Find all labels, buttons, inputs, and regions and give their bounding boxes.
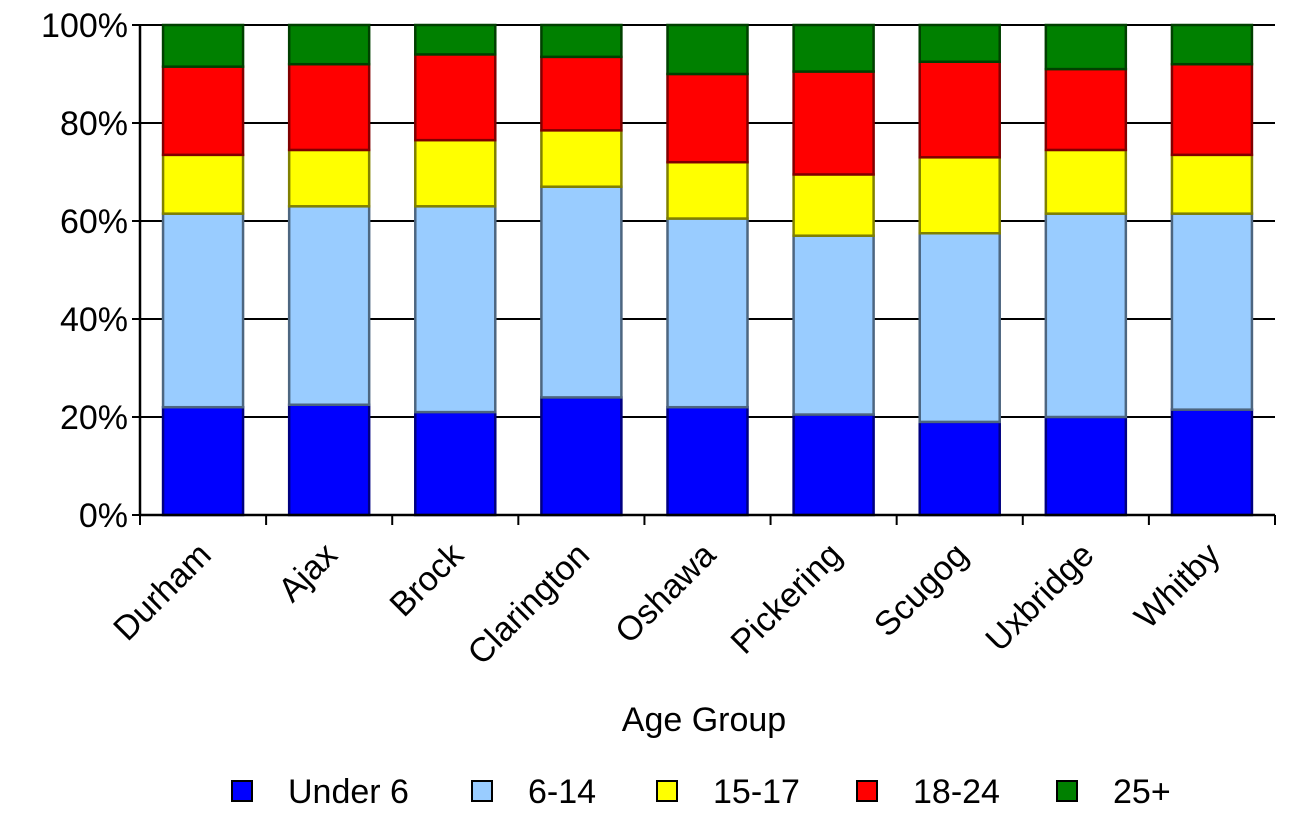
- x-category-label: Oshawa: [608, 536, 723, 651]
- bar-segment-25--oshawa: [666, 23, 749, 76]
- bar-segment-18-24-ajax: [287, 62, 371, 152]
- bar-segment-25--whitby: [1170, 23, 1254, 66]
- axes: [132, 24, 1276, 525]
- bar-segment-15-17-brock: [414, 138, 497, 208]
- bar-segment-25--brock: [414, 23, 497, 56]
- x-category-label: Whitby: [1127, 536, 1227, 636]
- bar-segment-15-17-oshawa: [666, 160, 749, 220]
- bar-segment-25--uxbridge: [1044, 23, 1128, 71]
- bar-segment-18-24-whitby: [1170, 62, 1254, 157]
- bar-segment-6-14-clarington: [540, 185, 623, 399]
- bar-segment-15-17-clarington: [540, 129, 623, 188]
- bar-segment-under-6-clarington: [540, 396, 623, 517]
- legend-swatch: [471, 780, 493, 802]
- bar-segment-under-6-uxbridge: [1044, 415, 1128, 517]
- bar-segment-6-14-ajax: [287, 205, 371, 406]
- bar-segment-18-24-pickering: [792, 70, 875, 176]
- legend-label: 15-17: [713, 773, 800, 811]
- bar-segment-15-17-durham: [161, 153, 245, 215]
- legend-label: 18-24: [913, 773, 1000, 811]
- bars: [161, 23, 1254, 517]
- legend-swatch: [1056, 780, 1078, 802]
- bar-segment-18-24-brock: [414, 53, 497, 142]
- bar-segment-15-17-ajax: [287, 148, 371, 208]
- x-category-label: Scugog: [867, 536, 975, 644]
- bar-segment-18-24-oshawa: [666, 72, 749, 164]
- x-category-label: Pickering: [724, 536, 850, 662]
- bar-segment-6-14-scugog: [918, 232, 1001, 424]
- bar-segment-15-17-whitby: [1170, 153, 1254, 215]
- bar-segment-25--durham: [161, 23, 245, 68]
- bar-segment-6-14-whitby: [1170, 212, 1254, 411]
- y-tick-label: 20%: [60, 399, 128, 437]
- bar-segment-under-6-brock: [414, 410, 497, 517]
- bar-segment-under-6-pickering: [792, 413, 875, 517]
- y-tick-label: 40%: [60, 301, 128, 339]
- bar-segment-under-6-whitby: [1170, 408, 1254, 517]
- bar-segment-15-17-pickering: [792, 173, 875, 237]
- x-category-label: Ajax: [271, 536, 345, 610]
- bar-segment-25--scugog: [918, 23, 1001, 63]
- x-axis-title: Age Group: [622, 701, 786, 739]
- legend-label: 25+: [1113, 773, 1171, 811]
- bar-segment-under-6-oshawa: [666, 405, 749, 517]
- bar-segment-18-24-scugog: [918, 60, 1001, 159]
- bar-segment-6-14-oshawa: [666, 217, 749, 409]
- bar-segment-6-14-uxbridge: [1044, 212, 1128, 419]
- bar-segment-15-17-scugog: [918, 156, 1001, 235]
- bar-segment-25--ajax: [287, 23, 371, 66]
- bar-segment-under-6-durham: [161, 405, 245, 517]
- bar-segment-6-14-durham: [161, 212, 245, 409]
- legend-swatch: [231, 780, 253, 802]
- bar-segment-25--clarington: [540, 23, 623, 59]
- bar-segment-18-24-clarington: [540, 55, 623, 132]
- legend-swatch: [656, 780, 678, 802]
- bar-segment-15-17-uxbridge: [1044, 148, 1128, 215]
- y-tick-label: 60%: [60, 203, 128, 241]
- y-tick-label: 100%: [41, 7, 128, 45]
- bar-segment-6-14-pickering: [792, 234, 875, 416]
- bar-segment-under-6-ajax: [287, 403, 371, 517]
- legend-label: Under 6: [288, 773, 409, 811]
- y-tick-label: 0%: [79, 497, 128, 535]
- x-category-label: Clarington: [461, 536, 597, 672]
- y-tick-label: 80%: [60, 105, 128, 143]
- legend-label: 6-14: [528, 773, 596, 811]
- x-category-label: Brock: [383, 535, 472, 624]
- bar-segment-25--pickering: [792, 23, 875, 73]
- legend: Under 6 6-14 15-17 18-24 25+: [231, 773, 1171, 811]
- bar-segment-18-24-durham: [161, 65, 245, 157]
- bar-segment-under-6-scugog: [918, 420, 1001, 517]
- bar-segment-6-14-brock: [414, 205, 497, 414]
- legend-swatch: [856, 780, 878, 802]
- bar-segment-18-24-uxbridge: [1044, 67, 1128, 152]
- x-category-label: Uxbridge: [978, 536, 1101, 659]
- y-tick-labels: 0% 20% 40% 60% 80% 100%: [41, 7, 128, 535]
- x-category-label: Durham: [106, 536, 218, 648]
